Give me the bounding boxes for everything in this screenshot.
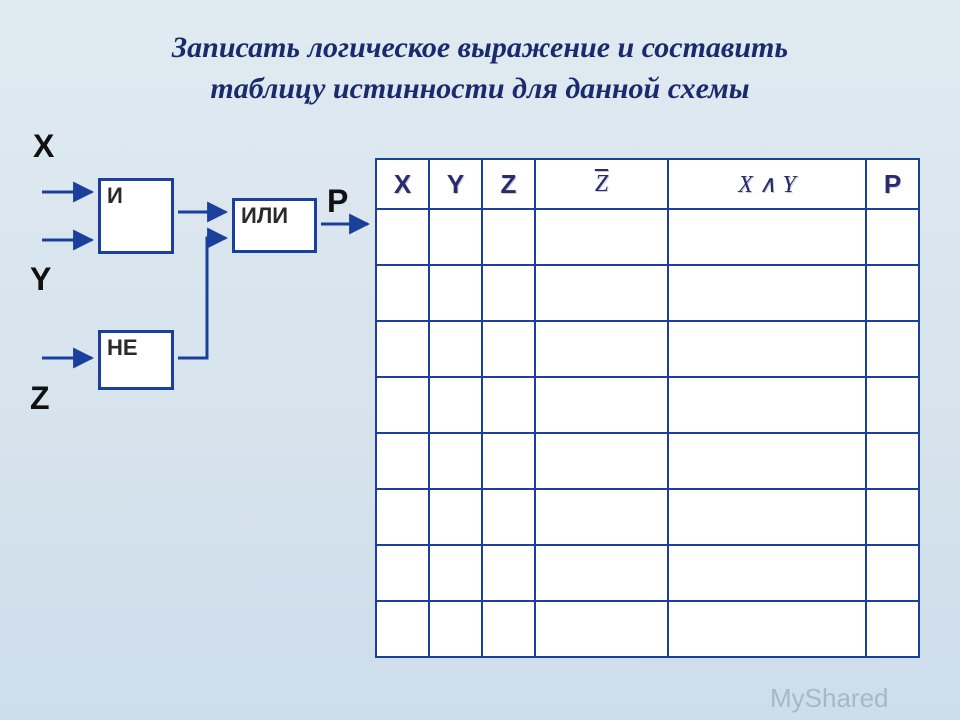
cell — [668, 209, 866, 265]
cell — [376, 489, 429, 545]
col-XandY: X ∧ Y — [668, 159, 866, 209]
col-Z: Z — [482, 159, 535, 209]
cell — [535, 321, 668, 377]
cell — [866, 545, 919, 601]
cell — [668, 433, 866, 489]
cell — [376, 209, 429, 265]
cell — [376, 321, 429, 377]
cell — [866, 321, 919, 377]
cell — [535, 601, 668, 657]
cell — [535, 209, 668, 265]
cell — [429, 209, 482, 265]
cell — [482, 265, 535, 321]
table-row — [376, 489, 919, 545]
col-X: X — [376, 159, 429, 209]
cell — [535, 433, 668, 489]
cell — [482, 489, 535, 545]
cell — [376, 601, 429, 657]
var-y: Y — [30, 261, 51, 298]
cell — [482, 433, 535, 489]
cell — [535, 377, 668, 433]
col-notZ: Z — [535, 159, 668, 209]
table-row — [376, 321, 919, 377]
cell — [376, 545, 429, 601]
cell — [668, 377, 866, 433]
cell — [866, 265, 919, 321]
var-p: P — [327, 183, 348, 220]
cell — [429, 265, 482, 321]
cell — [866, 489, 919, 545]
table-row — [376, 545, 919, 601]
cell — [866, 433, 919, 489]
title-line1: Записать логическое выражение и составит… — [172, 31, 788, 64]
cell — [376, 265, 429, 321]
cell — [482, 545, 535, 601]
cell — [866, 377, 919, 433]
truth-table: XYZZX ∧ YP — [375, 158, 920, 658]
table-row — [376, 601, 919, 657]
col-Y: Y — [429, 159, 482, 209]
cell — [866, 601, 919, 657]
gate-and: И — [98, 178, 174, 254]
watermark: MyShared — [770, 683, 889, 714]
col-P: P — [866, 159, 919, 209]
cell — [482, 601, 535, 657]
cell — [668, 545, 866, 601]
cell — [429, 601, 482, 657]
cell — [668, 489, 866, 545]
table-body — [376, 209, 919, 657]
cell — [535, 489, 668, 545]
table-row — [376, 265, 919, 321]
cell — [668, 601, 866, 657]
var-z: Z — [30, 380, 50, 417]
cell — [429, 545, 482, 601]
var-x: X — [33, 128, 54, 165]
cell — [376, 377, 429, 433]
table-row — [376, 433, 919, 489]
cell — [482, 377, 535, 433]
cell — [376, 433, 429, 489]
table-row — [376, 209, 919, 265]
cell — [535, 265, 668, 321]
table-header-row: XYZZX ∧ YP — [376, 159, 919, 209]
gate-or: ИЛИ — [232, 198, 317, 253]
cell — [482, 321, 535, 377]
cell — [429, 489, 482, 545]
cell — [668, 321, 866, 377]
table-row — [376, 377, 919, 433]
title-line2: таблицу истинности для данной схемы — [210, 72, 749, 105]
cell — [668, 265, 866, 321]
cell — [482, 209, 535, 265]
cell — [866, 209, 919, 265]
page-title: Записать логическое выражение и составит… — [0, 28, 960, 109]
cell — [429, 377, 482, 433]
cell — [429, 433, 482, 489]
cell — [429, 321, 482, 377]
gate-not: НЕ — [98, 330, 174, 390]
cell — [535, 545, 668, 601]
not-up — [178, 238, 226, 358]
